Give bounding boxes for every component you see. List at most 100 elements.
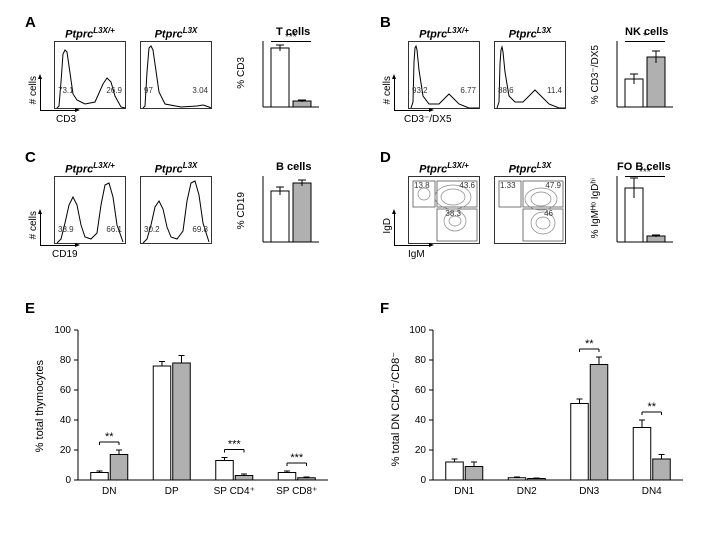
gate-value: 11.4 <box>547 86 562 95</box>
panel-e-barchart: % total thymocytes 020406080100DN**DPSP … <box>40 320 340 520</box>
gate-value: 30.2 <box>144 225 160 234</box>
panel-f-barchart: % total DN CD4⁻/CD8⁻ 020406080100DN1DN2D… <box>395 320 695 520</box>
gate-value: 33.9 <box>58 225 74 234</box>
gate-value: 26.9 <box>106 86 122 95</box>
svg-text:0: 0 <box>420 475 426 486</box>
panel-e-svg: 0 20 40 60 80 100 DN ** DP SP CD4⁺ *** SP CD8⁺ *** <box>40 320 340 520</box>
panel-a-hom-genotype: PtprcL3X <box>140 26 212 41</box>
panel-d-barchart: FO B cells % IgMᴴᵒ IgDʰⁱ *** <box>595 164 680 256</box>
svg-text:100: 100 <box>409 325 426 336</box>
panel-d-het-contour: 13.8 43.6 38.3 <box>408 176 480 244</box>
svg-text:SP CD4⁺: SP CD4⁺ <box>214 486 255 497</box>
svg-text:40: 40 <box>60 415 72 426</box>
svg-text:DN3: DN3 <box>579 486 599 497</box>
gate-value: 97 <box>144 86 153 95</box>
axis-arrow <box>394 110 430 111</box>
svg-text:DP: DP <box>165 486 179 497</box>
svg-text:**: ** <box>647 401 656 413</box>
panel-c-marker: CD19 <box>52 249 78 260</box>
svg-text:60: 60 <box>60 385 72 396</box>
svg-text:**: ** <box>105 431 114 443</box>
gate-value: 6.77 <box>460 86 476 95</box>
panel-e-label: E <box>25 300 35 317</box>
svg-text:DN: DN <box>102 486 116 497</box>
svg-text:60: 60 <box>415 385 427 396</box>
gate-value: 47.9 <box>545 181 561 190</box>
panel-b-hom-histogram: 88.6 11.4 <box>494 41 566 109</box>
gate-value: 1.33 <box>500 181 516 190</box>
panel-a-hom-histogram: 97 3.04 <box>140 41 212 109</box>
panel-d-xaxis: IgM <box>408 249 425 260</box>
chart-ylabel: % total DN CD4⁻/CD8⁻ <box>389 352 402 466</box>
sig-marker: *** <box>639 167 651 178</box>
panel-c-label: C <box>25 149 36 166</box>
panel-a-yaxis: # cells <box>28 76 39 104</box>
svg-text:20: 20 <box>60 445 72 456</box>
svg-text:DN4: DN4 <box>642 486 662 497</box>
panel-b-yaxis: # cells <box>382 76 393 104</box>
panel-f-svg: 0 20 40 60 80 100 DN1 DN2 DN3 ** DN4 ** <box>395 320 695 520</box>
svg-text:***: *** <box>228 439 242 451</box>
panel-d-hom-genotype: PtprcL3X <box>494 161 566 176</box>
gate-value: 73.1 <box>58 86 74 95</box>
gate-value: 69.8 <box>192 225 208 234</box>
gate-value: 88.6 <box>498 86 514 95</box>
axis-arrow <box>394 245 430 246</box>
panel-d-yaxis: IgD <box>382 218 393 234</box>
svg-text:80: 80 <box>60 355 72 366</box>
panel-d-hom-contour: 1.33 47.9 46 <box>494 176 566 244</box>
figure: A PtprcL3X/+ PtprcL3X 73.1 26.9 97 3.04 … <box>0 0 724 541</box>
svg-text:80: 80 <box>415 355 427 366</box>
chart-ylabel: % CD3⁻/DX5 <box>590 45 601 104</box>
svg-text:SP CD8⁺: SP CD8⁺ <box>276 486 317 497</box>
svg-text:0: 0 <box>65 475 71 486</box>
chart-ylabel: % CD19 <box>236 192 247 229</box>
panel-b-label: B <box>380 14 391 31</box>
panel-b-het-histogram: 93.2 6.77 <box>408 41 480 109</box>
axis-arrow <box>394 213 395 245</box>
gate-value: 3.04 <box>192 86 208 95</box>
axis-arrow <box>394 78 395 110</box>
gate-value: 93.2 <box>412 86 428 95</box>
panel-b-marker: CD3⁻/DX5 <box>404 114 452 125</box>
panel-c-hom-genotype: PtprcL3X <box>140 161 212 176</box>
panel-b-barchart: NK cells % CD3⁻/DX5 * <box>595 29 680 121</box>
panel-b-het-genotype: PtprcL3X/+ <box>408 26 480 41</box>
panel-f-label: F <box>380 300 389 317</box>
panel-c-yaxis: # cells <box>28 211 39 239</box>
gate-value: 13.8 <box>414 181 430 190</box>
panel-d-label: D <box>380 149 391 166</box>
svg-text:100: 100 <box>54 325 71 336</box>
panel-a-barchart: T cells % CD3 *** <box>241 29 326 121</box>
gate-value: 46 <box>544 209 553 218</box>
axis-arrow <box>40 213 41 245</box>
axis-arrow <box>40 245 76 246</box>
panel-c-barchart: B cells % CD19 <box>241 164 326 256</box>
panel-a-label: A <box>25 14 36 31</box>
svg-text:***: *** <box>290 452 304 464</box>
panel-c-het-genotype: PtprcL3X/+ <box>54 161 126 176</box>
svg-text:**: ** <box>585 338 594 350</box>
panel-d-het-genotype: PtprcL3X/+ <box>408 161 480 176</box>
axis-arrow <box>40 78 41 110</box>
chart-ylabel: % total thymocytes <box>34 360 46 452</box>
panel-a-het-genotype: PtprcL3X/+ <box>54 26 126 41</box>
sig-marker: *** <box>285 32 297 43</box>
sig-marker: * <box>643 31 647 42</box>
axis-arrow <box>40 110 76 111</box>
svg-text:DN1: DN1 <box>454 486 474 497</box>
panel-c-het-histogram: 33.9 66.1 <box>54 176 126 244</box>
panel-c-hom-histogram: 30.2 69.8 <box>140 176 212 244</box>
chart-ylabel: % IgMᴴᵒ IgDʰⁱ <box>590 178 601 238</box>
gate-value: 38.3 <box>445 209 461 218</box>
panel-a-marker: CD3 <box>56 114 76 125</box>
chart-title: B cells <box>276 161 311 173</box>
svg-text:DN2: DN2 <box>517 486 537 497</box>
gate-value: 66.1 <box>106 225 122 234</box>
gate-value: 43.6 <box>459 181 475 190</box>
svg-text:20: 20 <box>415 445 427 456</box>
panel-b-hom-genotype: PtprcL3X <box>494 26 566 41</box>
chart-ylabel: % CD3 <box>236 57 247 89</box>
svg-text:40: 40 <box>415 415 427 426</box>
panel-a-het-histogram: 73.1 26.9 <box>54 41 126 109</box>
